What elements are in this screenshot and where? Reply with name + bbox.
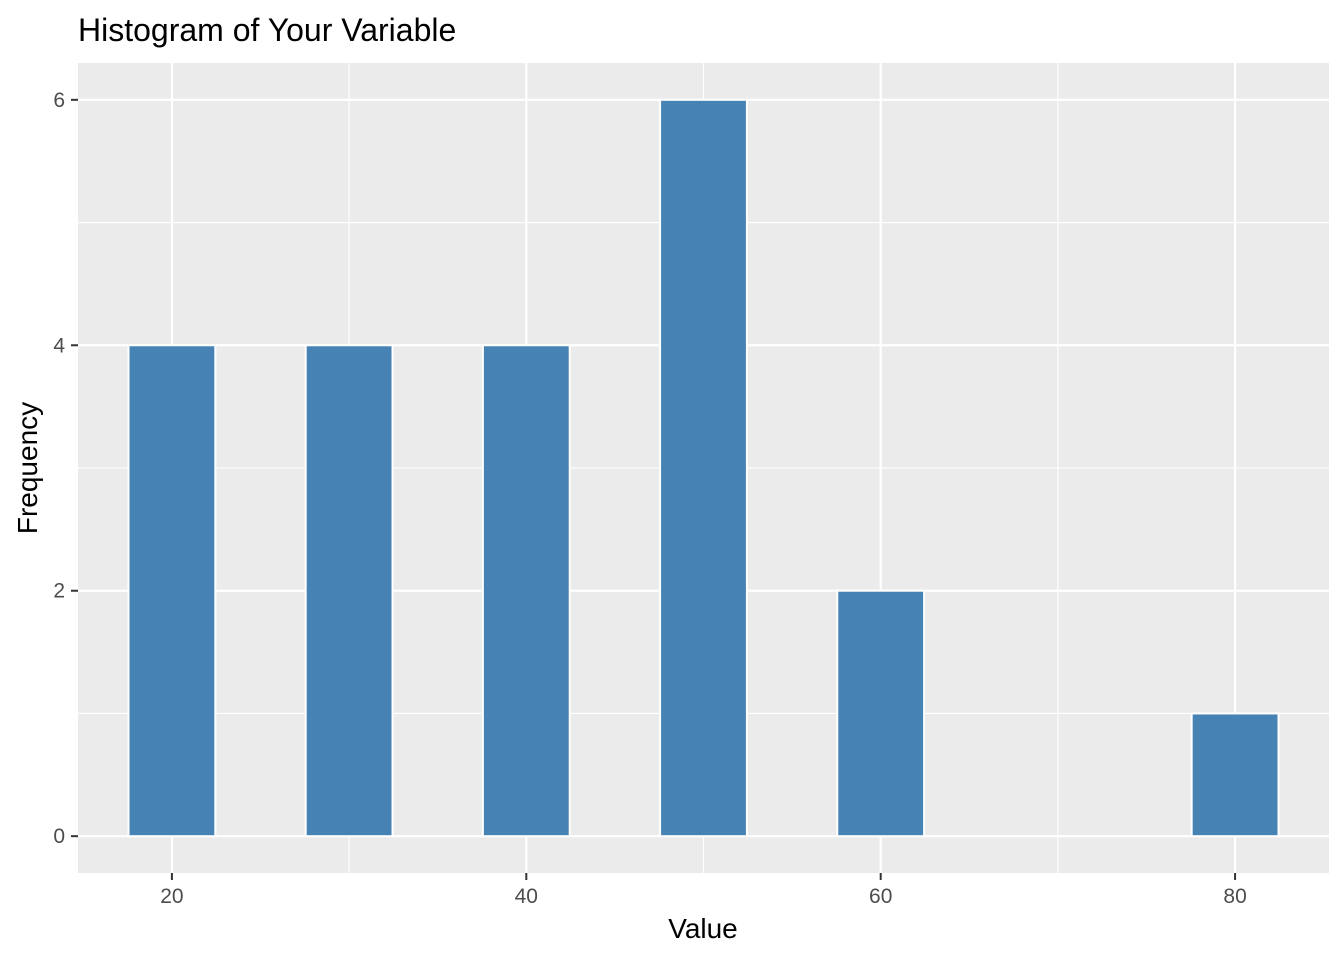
y-tick-label: 4	[53, 334, 65, 357]
chart-title: Histogram of Your Variable	[78, 12, 456, 48]
x-tick-label: 20	[160, 885, 183, 908]
x-tick-label: 60	[869, 885, 892, 908]
x-tick-label: 80	[1223, 885, 1246, 908]
x-tick-label: 40	[515, 885, 538, 908]
y-axis: 0 2 4 6	[53, 89, 78, 848]
y-tick-label: 6	[53, 89, 65, 112]
histogram-bar	[481, 344, 571, 838]
histogram-bars	[127, 98, 1280, 838]
y-tick-label: 2	[53, 580, 65, 603]
histogram-bar	[1190, 712, 1280, 838]
histogram-bar	[127, 344, 217, 838]
y-axis-title: Frequency	[12, 402, 43, 534]
x-axis-title: Value	[668, 913, 738, 944]
y-tick-label: 0	[53, 825, 65, 848]
x-axis: 20 40 60 80	[160, 873, 1247, 908]
histogram-bar	[836, 589, 926, 838]
histogram-bar	[304, 344, 394, 838]
histogram-bar	[659, 98, 748, 838]
